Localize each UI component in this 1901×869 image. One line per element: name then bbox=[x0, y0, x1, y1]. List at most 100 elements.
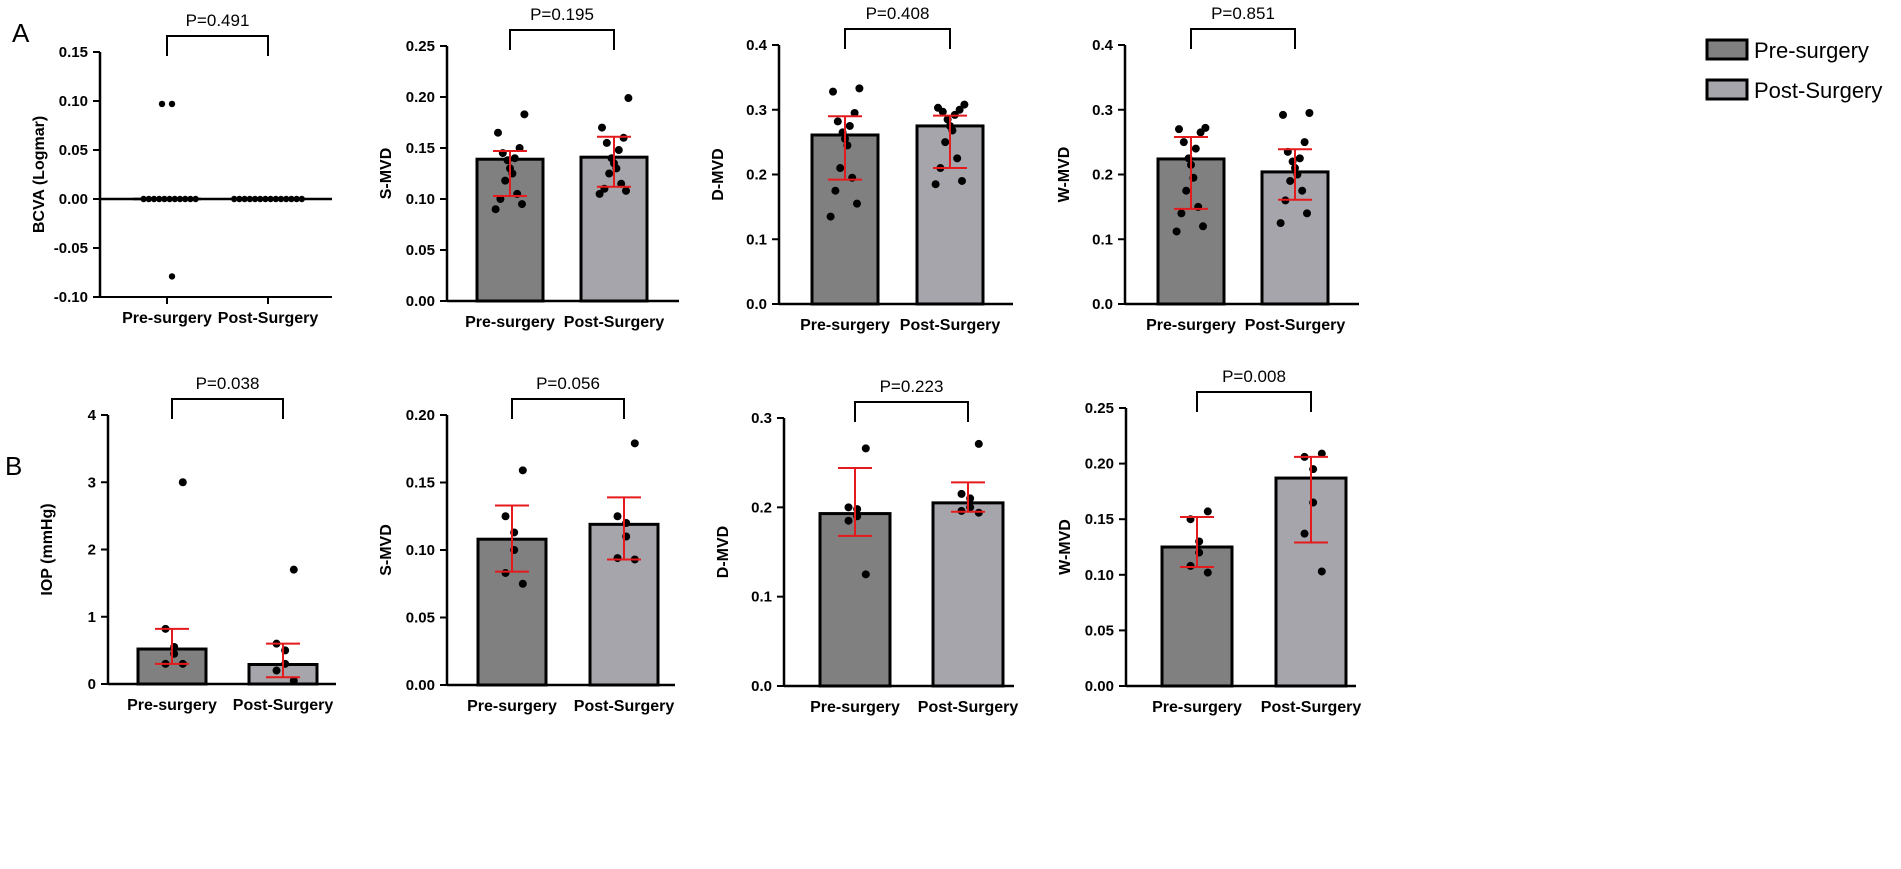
data-point bbox=[1276, 219, 1285, 228]
data-point bbox=[289, 676, 298, 685]
y-axis-title: IOP (mmHg) bbox=[39, 503, 56, 595]
data-point bbox=[1305, 108, 1314, 117]
data-point bbox=[861, 570, 870, 579]
data-point bbox=[1300, 529, 1309, 538]
data-point bbox=[941, 138, 950, 147]
y-tick-label: 4 bbox=[88, 407, 97, 424]
y-tick-label: 0.10 bbox=[406, 542, 435, 559]
data-point bbox=[1317, 449, 1326, 458]
data-point bbox=[1279, 110, 1287, 119]
data-point bbox=[1203, 507, 1212, 516]
y-tick-label: 0.0 bbox=[751, 678, 772, 695]
y-tick-label: 0.15 bbox=[406, 475, 435, 492]
data-point bbox=[595, 189, 604, 198]
data-point bbox=[501, 176, 510, 185]
data-point bbox=[619, 133, 628, 142]
panel-label-a: A bbox=[12, 18, 30, 48]
y-tick-label: 0.20 bbox=[406, 407, 435, 424]
p-value-label: P=0.491 bbox=[186, 11, 250, 30]
x-category-label: Pre-surgery bbox=[467, 698, 557, 715]
data-point bbox=[1295, 154, 1304, 163]
data-point bbox=[283, 195, 290, 203]
p-value-label: P=0.056 bbox=[536, 374, 600, 393]
data-point bbox=[140, 195, 147, 203]
p-value-label: P=0.408 bbox=[866, 4, 930, 23]
data-point bbox=[491, 205, 500, 214]
p-value-label: P=0.038 bbox=[196, 374, 260, 393]
data-point bbox=[613, 512, 622, 521]
data-point bbox=[496, 195, 505, 203]
data-point bbox=[246, 195, 253, 203]
data-point bbox=[1172, 227, 1181, 236]
y-tick-label: 0.0 bbox=[1092, 296, 1113, 313]
data-point bbox=[158, 100, 166, 108]
data-point bbox=[257, 195, 264, 203]
x-category-label: Pre-surgery bbox=[127, 697, 217, 714]
y-tick-label: 0.1 bbox=[1092, 231, 1113, 248]
data-point bbox=[510, 154, 519, 163]
data-point bbox=[938, 107, 947, 116]
x-category-label: Post-Surgery bbox=[233, 697, 334, 714]
significance-bracket bbox=[1196, 391, 1312, 412]
data-point bbox=[957, 489, 966, 498]
y-tick-label: 0.25 bbox=[1085, 400, 1114, 417]
data-point bbox=[501, 512, 510, 521]
legend-label-pre-surgery: Pre-surgery bbox=[1754, 38, 1869, 63]
y-tick-label: 1 bbox=[88, 609, 96, 626]
y-tick-label: 0.2 bbox=[751, 499, 772, 516]
data-point bbox=[176, 195, 184, 203]
significance-bracket bbox=[171, 398, 284, 419]
data-point bbox=[1203, 568, 1212, 577]
data-point bbox=[624, 94, 633, 103]
data-point bbox=[187, 195, 194, 203]
legend-item-pre-surgery: Pre-surgery bbox=[1705, 38, 1869, 63]
y-tick-label: 0.1 bbox=[746, 231, 767, 248]
x-category-label: Pre-surgery bbox=[810, 699, 900, 716]
data-point bbox=[168, 273, 176, 280]
y-tick-label: 0.3 bbox=[1092, 102, 1113, 119]
y-tick-label: 0.05 bbox=[406, 610, 435, 627]
p-value-label: P=0.195 bbox=[530, 5, 594, 24]
data-point bbox=[515, 144, 524, 152]
y-tick-label: 0.2 bbox=[1092, 167, 1113, 184]
data-point bbox=[298, 195, 305, 203]
y-tick-label: 0.05 bbox=[1085, 622, 1114, 639]
significance-bracket bbox=[844, 28, 951, 49]
x-category-label: Post-Surgery bbox=[564, 314, 665, 331]
y-tick-label: 0.10 bbox=[1085, 567, 1114, 584]
y-tick-label: 0.3 bbox=[746, 102, 767, 119]
data-point bbox=[853, 199, 861, 208]
p-value-label: P=0.851 bbox=[1211, 4, 1275, 23]
data-point bbox=[494, 128, 502, 137]
legend: Pre-surgery Post-Surgery bbox=[1705, 38, 1882, 103]
data-point bbox=[622, 186, 630, 195]
data-point bbox=[145, 195, 152, 203]
data-point bbox=[1286, 176, 1295, 185]
data-point bbox=[845, 121, 854, 130]
data-point bbox=[833, 117, 842, 126]
data-point bbox=[1177, 209, 1186, 218]
y-tick-label: 0.15 bbox=[1085, 511, 1114, 528]
data-point bbox=[861, 444, 870, 453]
y-axis-title: S-MVD bbox=[378, 148, 395, 200]
y-tick-label: 0.15 bbox=[406, 140, 435, 157]
p-value-label: P=0.223 bbox=[880, 377, 944, 396]
y-tick-label: 0.1 bbox=[751, 589, 772, 606]
y-tick-label: 3 bbox=[88, 474, 96, 491]
y-tick-label: 0.20 bbox=[406, 89, 435, 106]
x-category-label: Pre-surgery bbox=[800, 317, 890, 334]
y-tick-label: 0.0 bbox=[746, 296, 767, 313]
data-point bbox=[1175, 125, 1183, 134]
y-tick-label: -0.05 bbox=[54, 240, 88, 257]
data-point bbox=[844, 503, 853, 512]
y-tick-label: 0.10 bbox=[59, 93, 88, 110]
x-category-label: Post-Surgery bbox=[918, 699, 1019, 716]
data-point bbox=[955, 105, 964, 114]
data-point bbox=[974, 439, 983, 448]
y-tick-label: 0.15 bbox=[59, 44, 88, 61]
y-tick-label: 0.00 bbox=[406, 677, 435, 694]
y-axis-title: W-MVD bbox=[1057, 519, 1074, 575]
data-point bbox=[630, 439, 639, 448]
data-point bbox=[272, 666, 281, 675]
chart-a2: 0.00 0.05 0.10 0.15 0.20 0.25 S-MVD Pre-surgery… bbox=[378, 5, 679, 331]
